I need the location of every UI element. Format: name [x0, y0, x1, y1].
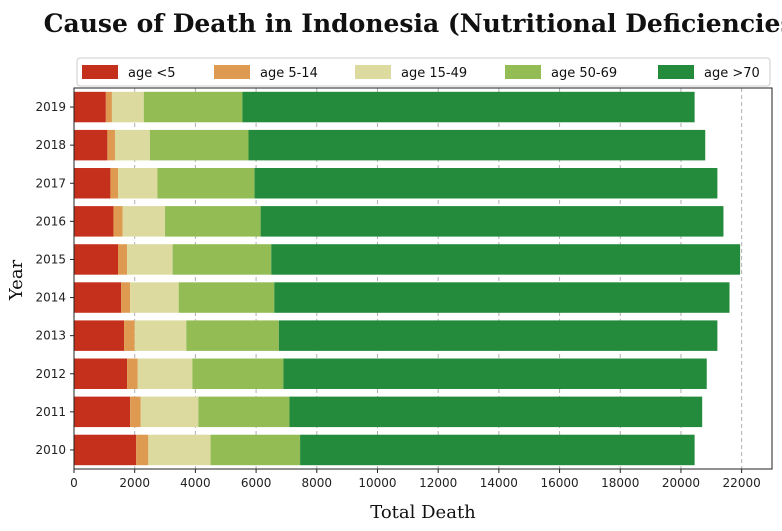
bar-segment — [110, 168, 119, 199]
bar-segment — [122, 206, 166, 237]
x-tick-label: 22000 — [723, 476, 761, 490]
legend-label: age 5-14 — [260, 66, 318, 81]
bar-segment — [74, 91, 106, 123]
bar-segment — [136, 434, 149, 466]
legend-label: age 50-69 — [551, 66, 617, 81]
y-tick-label: 2017 — [35, 176, 66, 190]
bar-segment — [118, 244, 128, 275]
y-tick-label: 2013 — [35, 329, 66, 343]
x-tick-label: 0 — [70, 476, 78, 490]
x-tick-label: 12000 — [419, 476, 457, 490]
bar-segment — [198, 396, 290, 428]
bar-segment — [127, 244, 173, 275]
legend-frame — [76, 57, 771, 87]
bar-segment — [111, 91, 144, 123]
bar-segment — [74, 434, 137, 466]
y-tick-label: 2014 — [35, 291, 66, 305]
y-tick-label: 2011 — [35, 405, 66, 419]
bar-segment — [130, 282, 179, 313]
bar-segment — [242, 91, 695, 123]
bar-segment — [74, 358, 128, 389]
x-tick-label: 14000 — [480, 476, 518, 490]
legend-label: age 15-49 — [401, 66, 467, 81]
bar-segment — [274, 282, 730, 313]
plot-area-frame — [73, 87, 773, 470]
bar-segment — [74, 206, 114, 237]
bar-segment — [289, 396, 703, 428]
bar-segment — [148, 434, 211, 466]
bar-segment — [278, 320, 718, 351]
bar-segment — [114, 129, 150, 161]
bar-segment — [271, 244, 741, 275]
bar-segment — [283, 358, 707, 389]
bar-segment — [143, 91, 243, 123]
bar-segment — [248, 129, 706, 161]
bar-segment — [113, 206, 123, 237]
legend-swatch — [214, 65, 250, 79]
y-tick-label: 2016 — [35, 214, 66, 228]
chart-title: Cause of Death in Indonesia (Nutritional… — [44, 9, 782, 38]
bar-segment — [300, 434, 695, 466]
bar-segment — [178, 282, 275, 313]
y-axis-label: Year — [6, 259, 27, 301]
bar-segment — [74, 168, 111, 199]
legend-swatch — [658, 65, 694, 79]
y-axis-ticks: 2010 2011 2012 2013 2014 2015 2016 2017 2018 2019 — [35, 100, 74, 457]
bar-segment — [118, 168, 158, 199]
bar-segment — [121, 282, 131, 313]
x-tick-label: 18000 — [601, 476, 639, 490]
bar-segment — [124, 320, 135, 351]
bar-segment — [149, 129, 249, 161]
y-tick-label: 2019 — [35, 100, 66, 114]
x-tick-label: 6000 — [241, 476, 272, 490]
bar-segment — [107, 129, 115, 161]
bars — [74, 91, 741, 466]
bar-segment — [105, 91, 112, 123]
bar-segment — [192, 358, 284, 389]
bar-segment — [165, 206, 261, 237]
bar-segment — [74, 282, 122, 313]
legend-swatch — [82, 65, 118, 79]
x-tick-label: 8000 — [302, 476, 333, 490]
bar-segment — [260, 206, 724, 237]
bar-segment — [157, 168, 255, 199]
bar-segment — [186, 320, 279, 351]
x-axis-label: Total Death — [370, 502, 476, 523]
y-tick-label: 2010 — [35, 443, 66, 457]
bar-segment — [127, 358, 138, 389]
x-tick-label: 20000 — [662, 476, 700, 490]
bar-segment — [74, 129, 108, 161]
x-tick-label: 2000 — [119, 476, 150, 490]
legend-label: age >70 — [704, 66, 760, 81]
y-tick-label: 2018 — [35, 138, 66, 152]
legend: age <5 age 5-14 age 15-49 age 50-69 age >70 — [76, 57, 771, 87]
bar-segment — [172, 244, 272, 275]
x-tick-label: 10000 — [358, 476, 396, 490]
legend-swatch — [505, 65, 541, 79]
bar-segment — [137, 358, 193, 389]
legend-label: age <5 — [128, 66, 176, 81]
bar-segment — [140, 396, 199, 428]
bar-segment — [74, 244, 119, 275]
legend-swatch — [355, 65, 391, 79]
y-tick-label: 2012 — [35, 367, 66, 381]
y-tick-label: 2015 — [35, 252, 66, 266]
bar-segment — [130, 396, 141, 428]
x-tick-label: 4000 — [180, 476, 211, 490]
bar-segment — [74, 396, 131, 428]
x-axis-ticks: 0 2000 4000 6000 8000 10000 12000 14000 16000 180… — [70, 469, 761, 490]
x-tick-label: 16000 — [540, 476, 578, 490]
bar-segment — [134, 320, 187, 351]
bar-segment — [254, 168, 718, 199]
bar-segment — [210, 434, 301, 466]
bar-segment — [74, 320, 125, 351]
